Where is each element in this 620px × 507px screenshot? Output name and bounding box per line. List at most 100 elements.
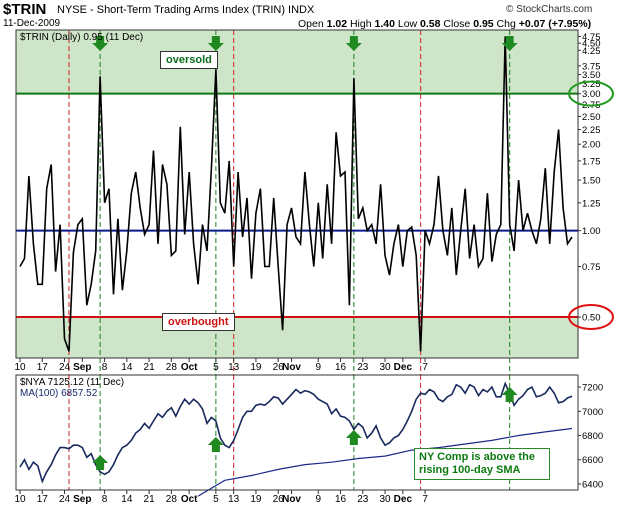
trin-x-tick-label: 5 bbox=[213, 362, 219, 373]
nya-x-tick-label: 9 bbox=[315, 494, 321, 505]
low-label: Low bbox=[397, 18, 418, 30]
trin-x-tick-label: Dec bbox=[394, 362, 413, 373]
trin-y-tick-label: 1.00 bbox=[582, 226, 601, 237]
nya-x-tick-label: 17 bbox=[37, 494, 49, 505]
nya-x-tick-label: 26 bbox=[273, 494, 285, 505]
nya-x-tick-label: 5 bbox=[213, 494, 219, 505]
nya-y-tick-label: 6600 bbox=[582, 455, 603, 466]
ohlc-readout: Open 1.02 High 1.40 Low 0.58 Close 0.95 … bbox=[298, 18, 591, 30]
down-arrow-icon bbox=[345, 36, 362, 51]
low-value: 0.58 bbox=[420, 18, 441, 30]
nya-frame bbox=[15, 374, 579, 491]
open-value: 1.02 bbox=[326, 18, 348, 30]
trin-y-tick-label: 0.75 bbox=[582, 262, 601, 273]
ma100-series-line bbox=[197, 427, 573, 497]
close-label: Close bbox=[443, 18, 471, 30]
trin-y-tick-label: 4.25 bbox=[582, 46, 601, 57]
trin-y-tick-label: 1.75 bbox=[582, 156, 601, 167]
trin-x-tick-label: 9 bbox=[315, 362, 321, 373]
nya-x-tick-label: Oct bbox=[181, 494, 198, 505]
trin-y-tick-label: 3.50 bbox=[582, 70, 601, 81]
down-arrow-icon bbox=[92, 36, 109, 51]
trin-x-tick-label: 17 bbox=[37, 362, 49, 373]
trin-x-tick-label: 28 bbox=[166, 362, 178, 373]
down-arrow-icon bbox=[501, 36, 518, 51]
trin-y-tick-label: 3.75 bbox=[582, 61, 601, 72]
trin-x-tick-label: 24 bbox=[59, 362, 71, 373]
nya-x-tick-label: 14 bbox=[121, 494, 133, 505]
nya-x-tick-label: 19 bbox=[250, 494, 262, 505]
trin-x-tick-label: 10 bbox=[14, 362, 26, 373]
trin-x-tick-label: Sep bbox=[73, 362, 91, 373]
trin-x-tick-label: 14 bbox=[121, 362, 133, 373]
overbought-zone bbox=[16, 317, 578, 358]
chg-value: +0.07 (+7.95%) bbox=[518, 18, 592, 30]
nya-x-tick-label: 30 bbox=[379, 494, 391, 505]
trin-y-tick-label: 4.50 bbox=[582, 39, 601, 50]
nya-x-tick-label: 8 bbox=[102, 494, 108, 505]
trin-y-tick-label: 4.75 bbox=[582, 32, 601, 43]
trin-x-tick-label: 21 bbox=[144, 362, 156, 373]
trin-x-tick-label: 30 bbox=[379, 362, 391, 373]
nya-y-tick-label: 7200 bbox=[582, 383, 603, 394]
symbol-title: $TRIN bbox=[3, 1, 47, 18]
trin-x-tick-label: 23 bbox=[357, 362, 369, 373]
trin-frame bbox=[15, 29, 579, 359]
trin-y-tick-label: 2.00 bbox=[582, 140, 601, 151]
down-arrow-icon bbox=[207, 36, 224, 51]
oversold-label: oversold bbox=[160, 51, 218, 69]
watermark: © StockCharts.com bbox=[506, 4, 593, 15]
chg-label: Chg bbox=[496, 18, 516, 30]
up-arrow-icon bbox=[207, 437, 224, 452]
trin-y-tick-label: 1.25 bbox=[582, 198, 601, 209]
nya-x-tick-label: 10 bbox=[14, 494, 26, 505]
annotation-note: NY Comp is above the rising 100-day SMA bbox=[414, 448, 550, 480]
nya-x-tick-label: 24 bbox=[59, 494, 71, 505]
trin-y-tick-label: 3.00 bbox=[582, 89, 601, 100]
trin-x-tick-label: Oct bbox=[181, 362, 198, 373]
nya-x-tick-label: 21 bbox=[144, 494, 156, 505]
symbol-description: NYSE - Short-Term Trading Arms Index (TR… bbox=[57, 4, 315, 16]
trin-y-tick-label: 3.25 bbox=[582, 79, 601, 90]
nya-x-tick-label: Nov bbox=[282, 494, 301, 505]
nya-x-tick-label: 13 bbox=[228, 494, 240, 505]
trin-legend: $TRIN (Daily) 0.95 (11 Dec) bbox=[20, 32, 144, 43]
high-label: High bbox=[349, 18, 372, 30]
nya-x-tick-label: 23 bbox=[357, 494, 369, 505]
trin-y-tick-label: 0.50 bbox=[582, 313, 601, 324]
trin-y-tick-label: 2.25 bbox=[582, 125, 601, 136]
trin-series-line bbox=[19, 36, 573, 352]
nya-x-tick-label: 7 bbox=[422, 494, 428, 505]
up-arrow-icon bbox=[501, 387, 518, 402]
trin-x-tick-label: 7 bbox=[422, 362, 428, 373]
close-value: 0.95 bbox=[473, 18, 494, 30]
chart-date: 11-Dec-2009 bbox=[3, 18, 61, 29]
nya-x-tick-label: Dec bbox=[394, 494, 413, 505]
trin-x-tick-label: Nov bbox=[282, 362, 301, 373]
nya-y-tick-label: 6400 bbox=[582, 479, 603, 490]
up-arrow-icon bbox=[345, 430, 362, 445]
overbought-circle bbox=[568, 304, 614, 331]
open-label: Open bbox=[298, 18, 324, 30]
nya-series-line bbox=[19, 381, 573, 484]
overbought-label: overbought bbox=[162, 313, 235, 331]
nya-x-tick-label: 16 bbox=[335, 494, 347, 505]
oversold-circle bbox=[568, 80, 614, 107]
trin-x-tick-label: 26 bbox=[273, 362, 285, 373]
trin-x-tick-label: 8 bbox=[102, 362, 108, 373]
high-value: 1.40 bbox=[374, 18, 395, 30]
ma-legend: MA(100) 6857.52 bbox=[20, 388, 98, 399]
trin-x-tick-label: 19 bbox=[250, 362, 262, 373]
trin-y-tick-label: 1.50 bbox=[582, 176, 601, 187]
nya-y-tick-label: 6800 bbox=[582, 431, 603, 442]
trin-x-tick-label: 16 bbox=[335, 362, 347, 373]
nya-legend: $NYA 7125.12 (11 Dec) bbox=[20, 377, 125, 388]
up-arrow-icon bbox=[92, 455, 109, 470]
oversold-zone bbox=[16, 30, 578, 94]
trin-y-tick-label: 2.50 bbox=[582, 112, 601, 123]
nya-y-tick-label: 7000 bbox=[582, 407, 603, 418]
nya-x-tick-label: 28 bbox=[166, 494, 178, 505]
trin-x-tick-label: 13 bbox=[228, 362, 240, 373]
nya-x-tick-label: Sep bbox=[73, 494, 91, 505]
